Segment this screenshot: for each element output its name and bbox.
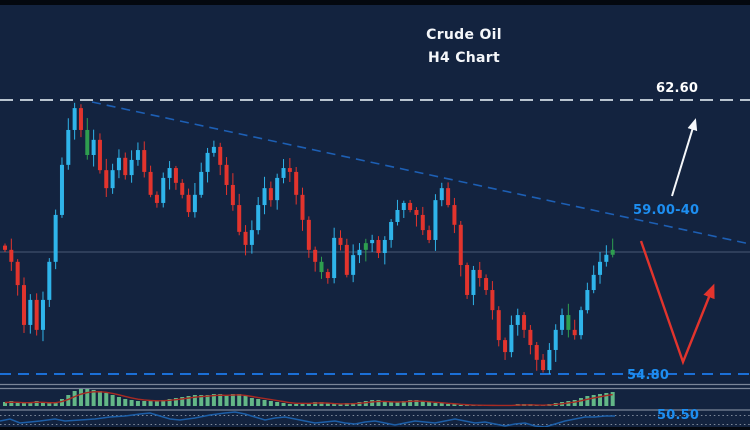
bullish-projection-arrow <box>671 118 698 197</box>
price-zone-label-59-00-40: 59.00-40 <box>633 203 700 218</box>
bottom-frame-bar <box>0 427 750 430</box>
panel-separators <box>0 383 750 411</box>
descending-trendline <box>91 101 750 245</box>
oscillator-indicator <box>0 411 750 428</box>
oscillator-level-label-50-50: 50.50 <box>657 408 700 423</box>
chart-title: Crude Oil <box>426 27 502 43</box>
chart-subtitle: H4 Chart <box>427 50 501 66</box>
candlestick-series <box>3 102 615 374</box>
price-level-label-54-80: 54.80 <box>627 368 670 383</box>
price-level-label-62-60: 62.60 <box>656 81 699 96</box>
macd-indicator <box>3 389 615 407</box>
top-frame-bar <box>0 0 750 5</box>
chart-title-block: Crude Oil H4 Chart <box>384 24 544 70</box>
pullback-projection-arrow <box>639 240 715 366</box>
